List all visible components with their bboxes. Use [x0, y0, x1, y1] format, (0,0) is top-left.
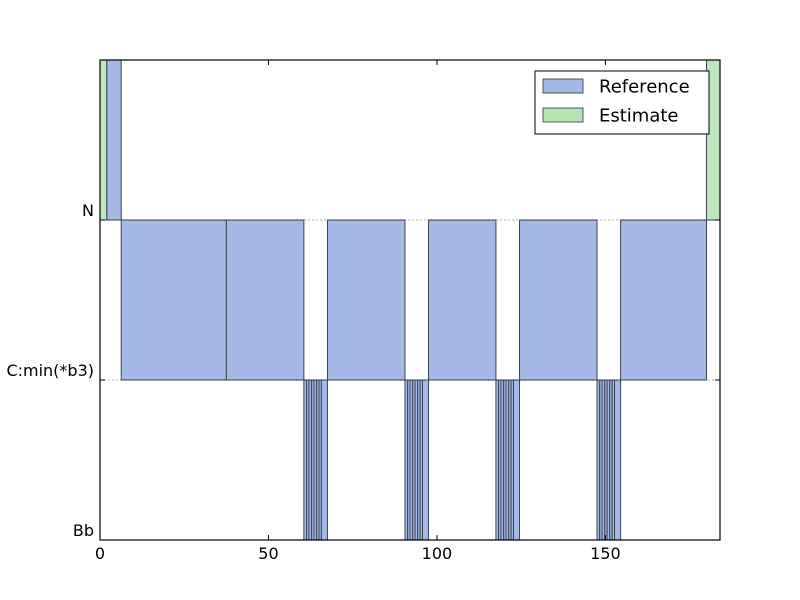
estimate-segment: [100, 60, 107, 220]
x-tick-label: 50: [258, 544, 278, 563]
reference-segment: [513, 380, 519, 540]
y-tick-label: N: [82, 201, 94, 220]
legend-swatch-estimate: [543, 108, 583, 122]
reference-segment: [429, 220, 496, 380]
legend-label-reference: Reference: [599, 77, 690, 98]
legend-label-estimate: Estimate: [599, 106, 679, 127]
reference-segment: [121, 220, 226, 380]
y-tick-label: C:min(*b3): [6, 361, 94, 380]
reference-segment: [107, 60, 121, 220]
reference-segment: [621, 220, 707, 380]
legend-swatch-reference: [543, 79, 583, 93]
y-tick-label: Bb: [73, 521, 94, 540]
reference-segment: [422, 380, 428, 540]
reference-segment: [327, 220, 405, 380]
x-tick-label: 150: [590, 544, 621, 563]
reference-segment: [321, 380, 327, 540]
x-tick-label: 0: [95, 544, 105, 563]
legend: Reference Estimate: [535, 71, 709, 134]
reference-segment: [226, 220, 303, 380]
reference-segment: [520, 220, 598, 380]
x-tick-label: 100: [422, 544, 453, 563]
reference-segment: [615, 380, 621, 540]
